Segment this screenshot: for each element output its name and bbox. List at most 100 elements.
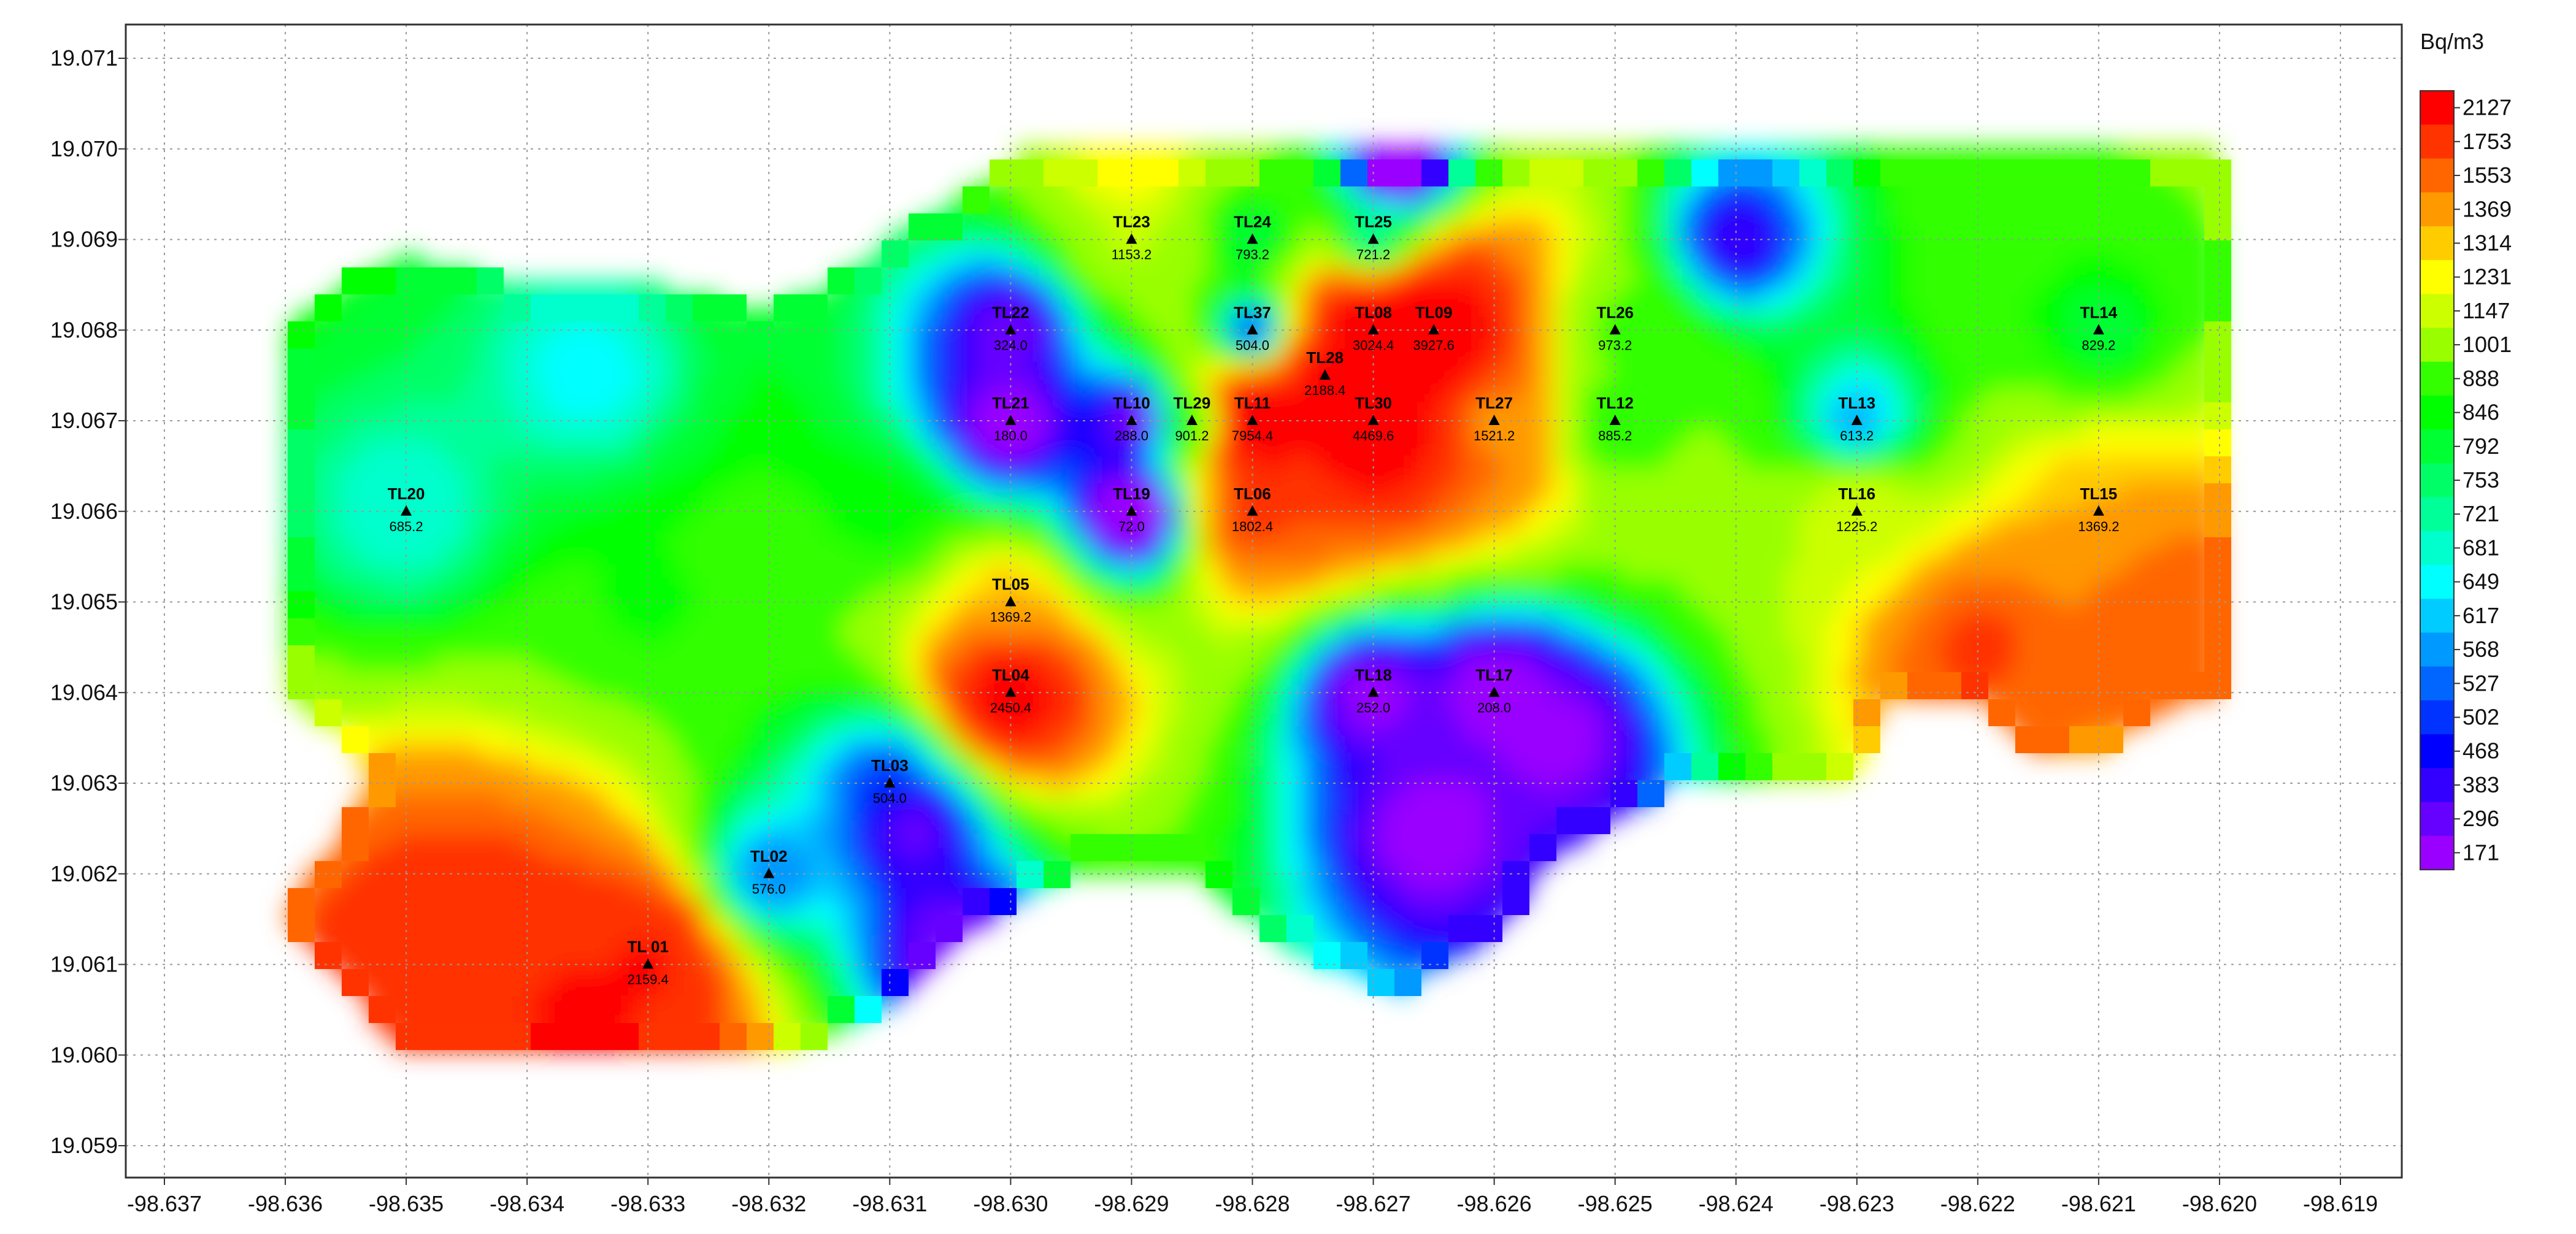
field-cell — [639, 605, 653, 619]
field-cell — [2015, 537, 2029, 551]
field-cell — [868, 551, 882, 565]
field-cell — [1219, 578, 1233, 592]
field-cell — [855, 605, 869, 619]
field-cell — [1921, 213, 1935, 228]
field-cell — [396, 456, 410, 470]
field-cell — [1948, 443, 1962, 457]
field-cell — [1273, 200, 1287, 214]
field-cell — [1921, 335, 1935, 349]
field-cell — [733, 348, 747, 362]
field-cell — [841, 294, 855, 308]
field-cell — [531, 483, 545, 497]
field-cell — [544, 524, 558, 538]
field-cell — [1624, 227, 1638, 241]
field-cell — [1705, 564, 1719, 578]
field-cell — [2096, 227, 2110, 241]
field-cell — [639, 524, 653, 538]
field-cell — [679, 645, 693, 659]
field-cell — [1313, 483, 1328, 497]
field-cell — [1408, 281, 1422, 295]
field-cell — [1435, 524, 1449, 538]
field-cell — [544, 402, 558, 416]
field-cell — [1597, 483, 1611, 497]
field-cell — [1462, 335, 1476, 349]
field-cell — [355, 578, 369, 592]
field-cell — [1273, 578, 1287, 592]
field-cell — [1030, 402, 1044, 416]
field-cell — [1637, 362, 1651, 376]
field-cell — [1489, 294, 1503, 308]
field-cell — [990, 227, 1004, 241]
field-cell — [1259, 456, 1274, 470]
field-cell — [1502, 524, 1517, 538]
field-cell — [1867, 375, 1881, 389]
field-cell — [909, 524, 923, 538]
field-cell — [1745, 281, 1759, 295]
field-cell — [679, 348, 693, 362]
field-cell — [1799, 227, 1813, 241]
field-cell — [1084, 335, 1098, 349]
field-cell — [1867, 564, 1881, 578]
field-cell — [463, 443, 477, 457]
field-cell — [1853, 308, 1867, 322]
field-cell — [990, 537, 1004, 551]
field-cell — [1799, 321, 1813, 335]
field-cell — [1502, 146, 1517, 160]
field-cell — [1273, 551, 1287, 565]
field-cell — [652, 429, 666, 443]
field-cell — [976, 510, 990, 524]
field-cell — [1678, 294, 1692, 308]
field-cell — [1678, 645, 1692, 659]
field-cell — [1813, 578, 1827, 592]
field-cell — [1570, 510, 1584, 524]
field-cell — [436, 375, 450, 389]
field-cell — [1219, 389, 1233, 403]
field-cell — [1017, 497, 1031, 511]
field-cell — [1367, 564, 1382, 578]
field-cell — [949, 632, 963, 646]
field-cell — [666, 429, 680, 443]
field-cell — [409, 456, 423, 470]
field-cell — [1502, 429, 1517, 443]
field-cell — [882, 632, 896, 646]
field-cell — [2069, 591, 2083, 605]
field-cell — [828, 645, 842, 659]
field-cell — [882, 281, 896, 295]
field-cell — [315, 537, 329, 551]
field-cell — [1570, 443, 1584, 457]
field-cell — [2096, 294, 2110, 308]
field-cell — [1961, 578, 1975, 592]
field-cell — [1300, 645, 1314, 659]
field-cell — [1246, 605, 1260, 619]
field-cell — [1111, 213, 1125, 228]
field-cell — [1475, 213, 1490, 228]
field-cell — [1165, 267, 1179, 282]
field-cell — [895, 618, 909, 632]
field-cell — [1732, 389, 1746, 403]
field-cell — [1462, 429, 1476, 443]
field-cell — [1502, 456, 1517, 470]
field-cell — [1232, 591, 1247, 605]
field-cell — [396, 375, 410, 389]
field-cell — [1732, 281, 1746, 295]
field-cell — [1610, 267, 1624, 282]
field-cell — [1840, 146, 1854, 160]
field-cell — [1381, 443, 1395, 457]
field-cell — [355, 335, 369, 349]
field-cell — [1232, 456, 1247, 470]
field-cell — [1570, 551, 1584, 565]
field-cell — [2191, 578, 2205, 592]
field-cell — [1165, 200, 1179, 214]
field-cell — [585, 591, 599, 605]
field-cell — [1448, 375, 1463, 389]
field-cell — [2042, 510, 2056, 524]
field-cell — [1408, 456, 1422, 470]
field-cell — [936, 591, 950, 605]
field-cell — [1624, 510, 1638, 524]
field-cell — [1705, 186, 1719, 201]
field-cell — [1732, 524, 1746, 538]
field-cell — [2110, 308, 2124, 322]
field-cell — [1637, 254, 1651, 268]
field-cell — [382, 483, 396, 497]
field-cell — [976, 605, 990, 619]
